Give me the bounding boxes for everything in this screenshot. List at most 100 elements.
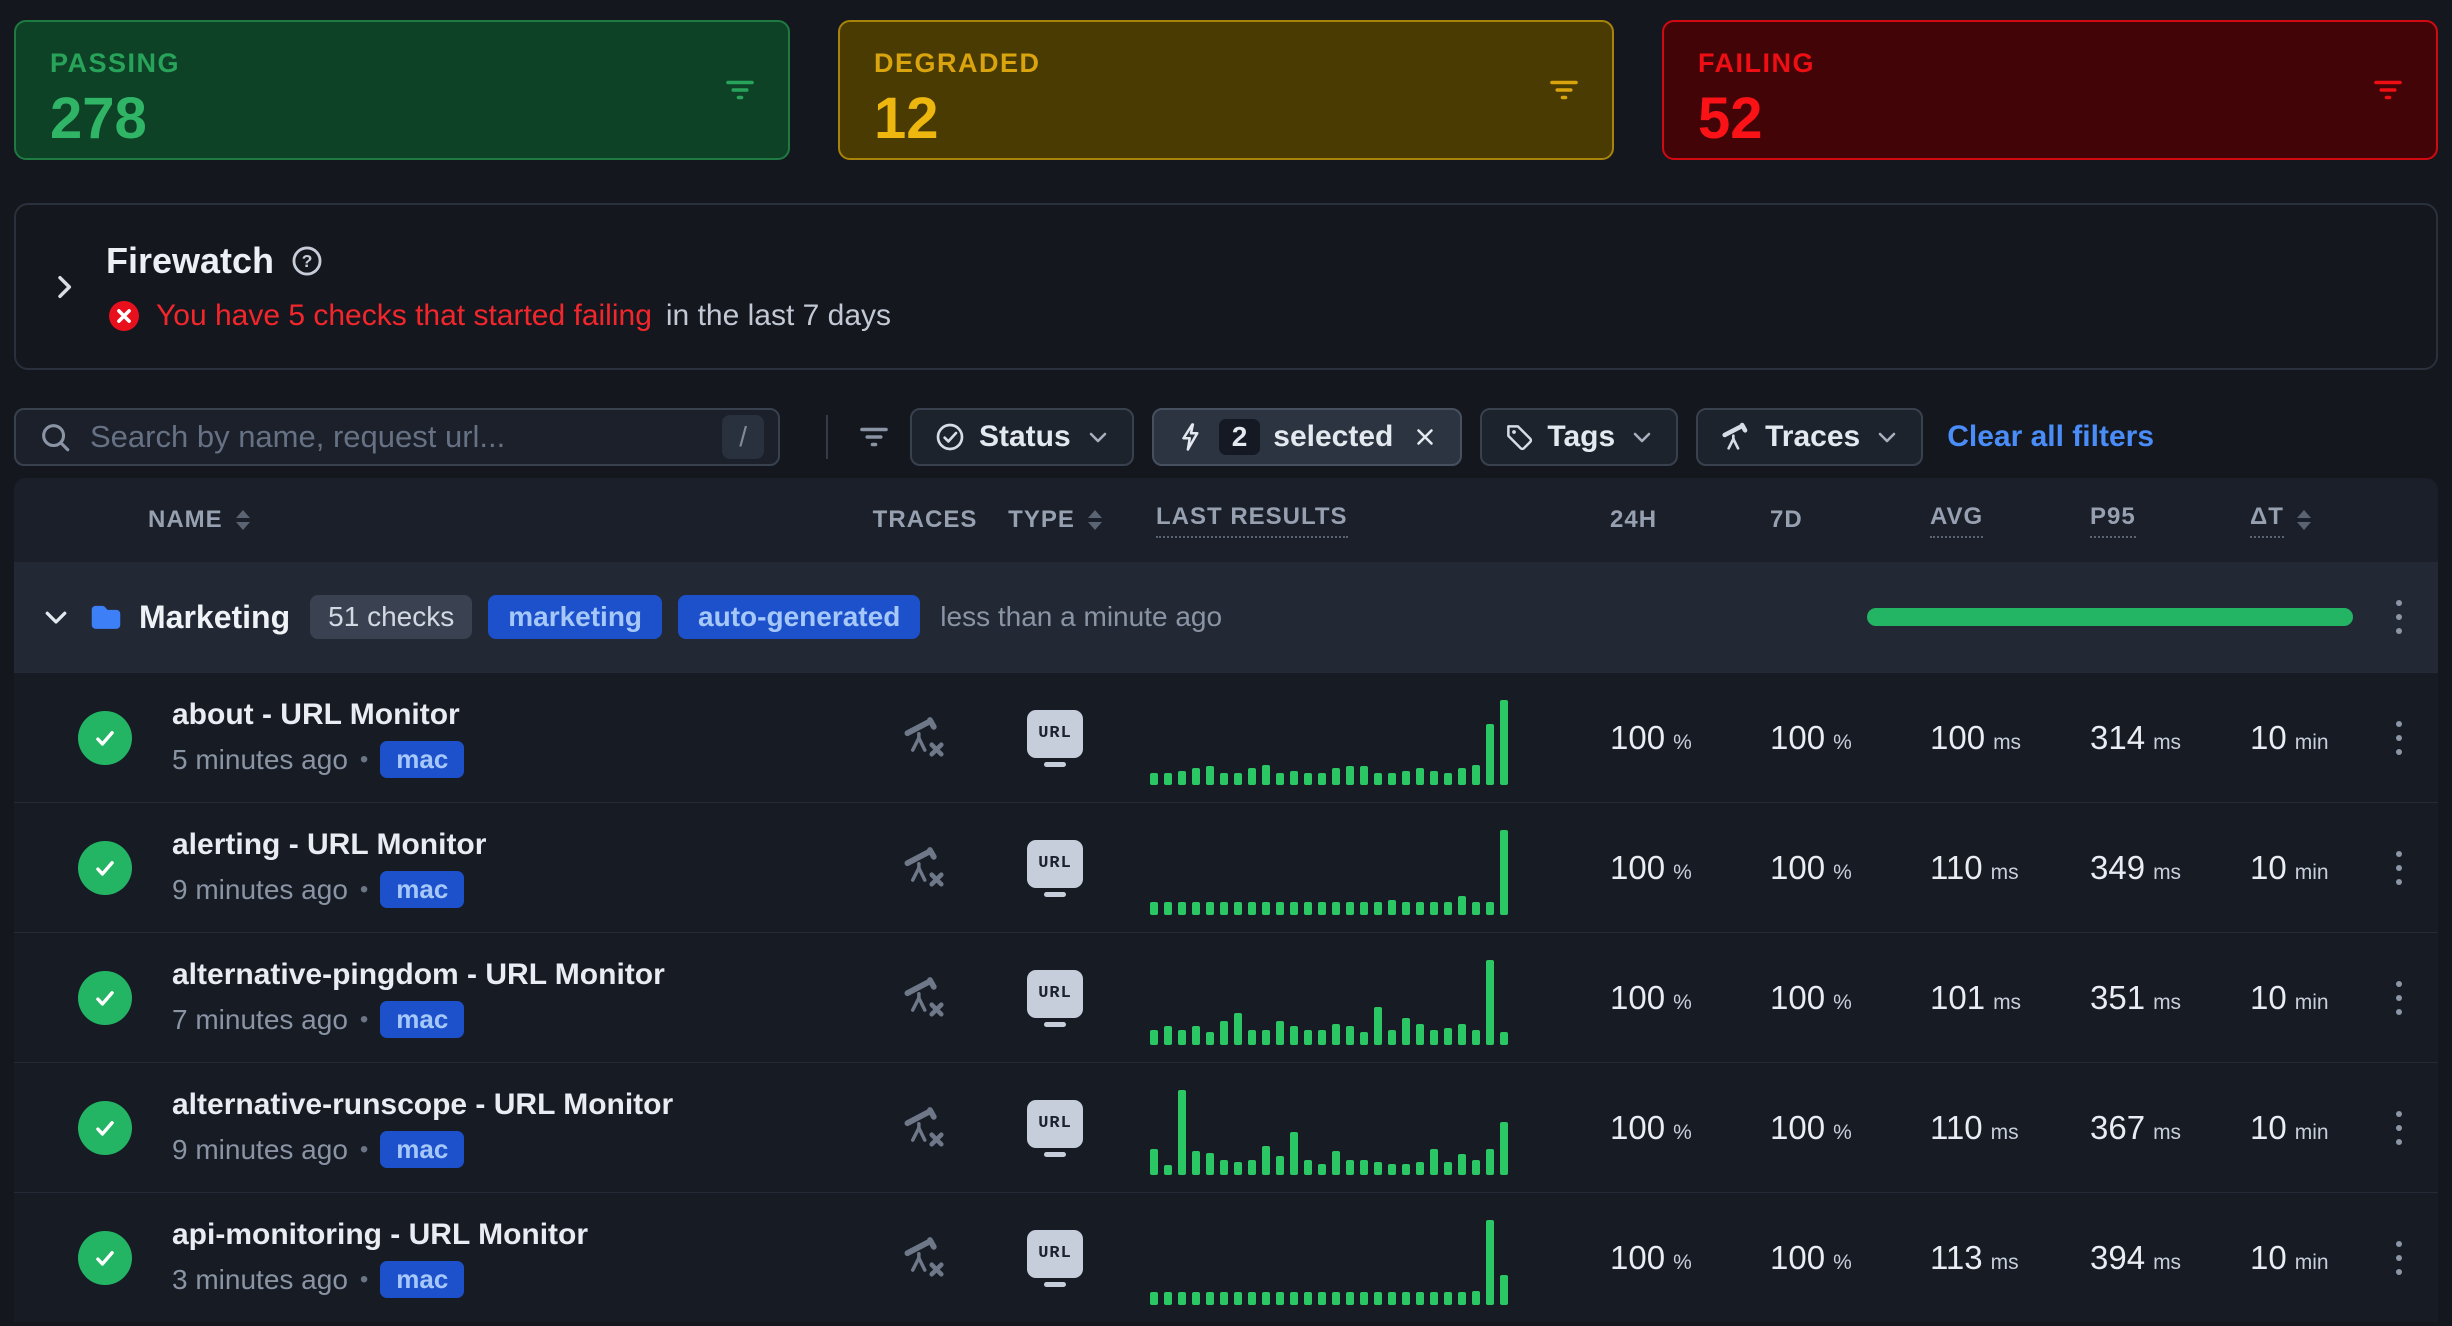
stat-7d: 100% [1718,979,1878,1017]
search-box[interactable]: / [14,408,780,466]
kebab-menu-icon[interactable] [2390,594,2408,640]
clear-selected-icon[interactable] [1412,424,1438,450]
search-input[interactable] [90,419,722,455]
check-name-link[interactable]: about - URL Monitor [172,698,464,732]
tag-badge-mac[interactable]: mac [380,741,464,778]
toolbar-divider [826,415,828,459]
firewatch-alert-link[interactable]: You have 5 checks that started failing [156,299,652,333]
firewatch-alert-suffix: in the last 7 days [666,299,891,333]
column-header-name[interactable]: NAME [14,506,860,534]
column-header-24h: 24H [1555,506,1718,534]
dot-separator: • [360,876,368,904]
selected-filter-chip[interactable]: 2 selected [1152,408,1463,466]
passing-card[interactable]: PASSING 278 [14,20,790,160]
firewatch-title: Firewatch [106,240,274,282]
expand-chevron-icon[interactable] [48,271,80,303]
kebab-menu-icon[interactable] [2390,845,2408,891]
sort-icon[interactable] [236,510,250,530]
tags-filter-label: Tags [1547,420,1615,454]
stat-p95: 351ms [2042,979,2206,1017]
stat-24h: 100% [1555,849,1718,887]
passing-label: PASSING [50,48,754,79]
last-results-chart[interactable] [1120,1063,1555,1193]
filter-icon[interactable] [1546,72,1582,108]
group-tag-marketing[interactable]: marketing [488,595,662,639]
traces-filter-dropdown[interactable]: Traces [1696,408,1923,466]
degraded-card[interactable]: DEGRADED 12 [838,20,1614,160]
chevron-down-icon [1875,425,1899,449]
filter-icon[interactable] [2370,72,2406,108]
stat-7d: 100% [1718,719,1878,757]
group-tag-auto-generated[interactable]: auto-generated [678,595,920,639]
last-results-chart[interactable] [1120,803,1555,933]
stat-24h: 100% [1555,719,1718,757]
help-icon[interactable]: ? [290,244,324,278]
filter-icon[interactable] [722,72,758,108]
degraded-label: DEGRADED [874,48,1578,79]
tag-badge-mac[interactable]: mac [380,871,464,908]
tag-badge-mac[interactable]: mac [380,1001,464,1038]
column-header-avg[interactable]: AVG [1878,503,2042,538]
telescope-icon [1720,421,1752,453]
kebab-menu-icon[interactable] [2390,1235,2408,1281]
check-row[interactable]: alerting - URL Monitor 9 minutes ago • m… [14,802,2438,932]
failing-label: FAILING [1698,48,2402,79]
svg-text:?: ? [302,251,313,271]
passing-status-icon [78,1231,132,1285]
tag-badge-mac[interactable]: mac [380,1261,464,1298]
check-row[interactable]: alternative-runscope - URL Monitor 9 min… [14,1062,2438,1192]
chevron-down-icon [1630,425,1654,449]
check-row[interactable]: alternative-pingdom - URL Monitor 7 minu… [14,932,2438,1062]
stat-interval: 10min [2206,1109,2360,1147]
folder-icon [87,598,125,636]
check-name-link[interactable]: alternative-pingdom - URL Monitor [172,958,665,992]
kebab-menu-icon[interactable] [2390,715,2408,761]
check-row[interactable]: about - URL Monitor 5 minutes ago • mac … [14,672,2438,802]
check-name-link[interactable]: alerting - URL Monitor [172,828,486,862]
check-row[interactable]: api-monitoring - URL Monitor 3 minutes a… [14,1192,2438,1322]
kebab-menu-icon[interactable] [2390,975,2408,1021]
last-results-chart[interactable] [1120,1193,1555,1322]
search-shortcut-key: / [722,415,764,459]
stat-p95: 314ms [2042,719,2206,757]
last-results-chart[interactable] [1120,933,1555,1063]
column-header-7d: 7D [1718,506,1878,534]
search-icon [38,420,72,454]
collapse-chevron-icon[interactable] [41,602,71,632]
url-monitor-type-icon: URL [1027,840,1083,897]
filter-icon[interactable] [856,419,892,455]
last-results-chart[interactable] [1120,673,1555,803]
column-header-last-results[interactable]: LAST RESULTS [1120,503,1555,538]
stat-24h: 100% [1555,1109,1718,1147]
kebab-menu-icon[interactable] [2390,1105,2408,1151]
group-row-marketing[interactable]: Marketing 51 checks marketing auto-gener… [14,562,2438,672]
status-check-circle-icon [934,421,966,453]
sort-icon[interactable] [1088,510,1102,530]
sort-icon[interactable] [2297,510,2311,530]
column-header-delta-t[interactable]: ΔT [2206,503,2360,538]
status-filter-dropdown[interactable]: Status [910,408,1134,466]
stat-interval: 10min [2206,979,2360,1017]
stat-24h: 100% [1555,979,1718,1017]
column-header-p95[interactable]: P95 [2042,503,2206,538]
selected-count-badge: 2 [1219,419,1261,455]
check-last-run-time: 3 minutes ago [172,1264,348,1296]
check-last-run-time: 7 minutes ago [172,1004,348,1036]
stat-avg: 100ms [1878,719,2042,757]
table-header: NAME TRACES TYPE LAST RESULTS 24H 7D AVG… [14,478,2438,562]
stat-interval: 10min [2206,719,2360,757]
stat-p95: 367ms [2042,1109,2206,1147]
column-header-type[interactable]: TYPE [990,506,1120,534]
failing-card[interactable]: FAILING 52 [1662,20,2438,160]
url-monitor-type-icon: URL [1027,970,1083,1027]
url-monitor-type-icon: URL [1027,710,1083,767]
check-name-link[interactable]: api-monitoring - URL Monitor [172,1218,588,1252]
group-name[interactable]: Marketing [139,599,290,636]
check-name-link[interactable]: alternative-runscope - URL Monitor [172,1088,673,1122]
stat-interval: 10min [2206,1239,2360,1277]
clear-all-filters-link[interactable]: Clear all filters [1947,420,2154,454]
bolt-icon [1176,422,1206,452]
tags-filter-dropdown[interactable]: Tags [1480,408,1678,466]
stat-avg: 110ms [1878,849,2042,887]
tag-badge-mac[interactable]: mac [380,1131,464,1168]
